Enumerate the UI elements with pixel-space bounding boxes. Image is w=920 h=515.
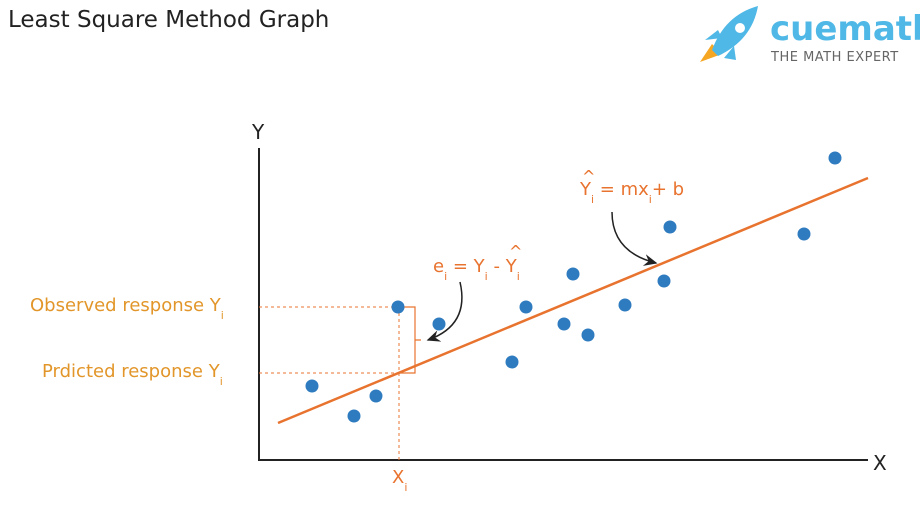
line-hat: ^ (582, 167, 595, 186)
line-end: + b (652, 179, 684, 200)
equations: ^ Yi = mxi+ b ^ ei = Yi - Yi (433, 167, 684, 283)
error-equation: ei = Yi - Yi (433, 256, 520, 283)
tagline: THE MATH EXPERT (770, 50, 899, 65)
error-e: e (433, 256, 444, 277)
error-sub3: i (517, 270, 520, 283)
xi-text: X (392, 467, 404, 488)
error-mid: = Y (447, 256, 486, 277)
predicted-text: Prdicted response Y (42, 361, 221, 382)
observed-label: Observed response Yi (30, 295, 224, 322)
y-axis-label: Y (251, 120, 265, 144)
x-axis-label: X (873, 451, 887, 475)
error-arrow (426, 281, 463, 342)
xi-label: Xi (392, 467, 407, 494)
error-y: Y (505, 256, 518, 277)
labels: Observed response Yi Prdicted response Y… (30, 295, 407, 494)
line-sub2: i (649, 193, 652, 206)
error-hat: ^ (509, 242, 522, 261)
regression-line (277, 176, 869, 425)
residual-bracket (398, 306, 421, 374)
line-y: Y (579, 179, 592, 200)
predicted-label: Prdicted response Yi (42, 361, 223, 388)
error-sub2: i (485, 270, 488, 283)
error-minus: - (488, 256, 506, 277)
predicted-sub: i (220, 375, 223, 388)
line-mid: = mx (594, 179, 649, 200)
guides (259, 306, 400, 460)
xi-sub: i (404, 481, 407, 494)
data-points (305, 151, 842, 423)
error-sub1: i (444, 270, 447, 283)
brand: cuemath (770, 9, 920, 49)
logo: cuemath THE MATH EXPERT (700, 6, 920, 65)
line-arrow (611, 211, 658, 266)
line-sub1: i (591, 193, 594, 206)
title: Least Square Method Graph (8, 7, 329, 33)
observed-text: Observed response Y (30, 295, 222, 316)
axes (258, 148, 868, 461)
line-equation: Yi = mxi+ b (579, 179, 684, 206)
observed-sub: i (221, 309, 224, 322)
